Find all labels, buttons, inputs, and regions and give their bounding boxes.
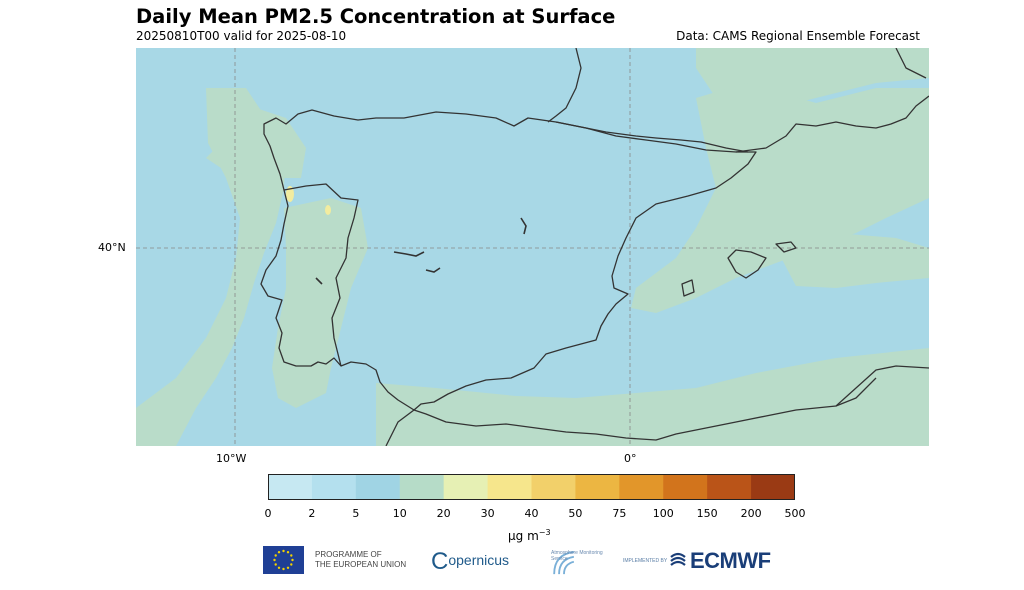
colorbar-tick-label: 5 bbox=[352, 507, 360, 520]
colorbar-tick-label: 200 bbox=[740, 507, 762, 520]
colorbar-tick-label: 100 bbox=[652, 507, 674, 520]
coastline-italy-north bbox=[895, 48, 927, 79]
footer-logos: PROGRAMME OF THE EUROPEAN UNION Copernic… bbox=[263, 544, 783, 576]
copernicus-word: opernicus bbox=[448, 552, 510, 568]
coastline-france-med bbox=[735, 95, 929, 153]
colorbar bbox=[268, 474, 795, 500]
unit-exponent: −3 bbox=[538, 528, 551, 537]
colorbar-unit: μg m−3 bbox=[508, 528, 551, 543]
colorbar-tick-label: 2 bbox=[308, 507, 316, 520]
pm25-band-gulf-of-lion bbox=[631, 83, 929, 313]
coastline-france-atlantic bbox=[547, 48, 582, 123]
ecmwf-logo: ECMWF bbox=[668, 548, 771, 580]
pm25-band-balearic bbox=[776, 233, 929, 288]
pm25-band-africa-atlantic bbox=[391, 398, 466, 446]
pm25-band-atlantic-coast bbox=[136, 88, 286, 446]
eu-line-1: PROGRAMME OF bbox=[315, 550, 382, 559]
lon-tick-label: 0° bbox=[624, 452, 637, 465]
cams-text: Atmosphere Monitoring Service bbox=[551, 550, 603, 562]
pm25-hotspot-porto bbox=[325, 205, 331, 215]
colorbar-bin bbox=[311, 474, 357, 500]
colorbar-tick-label: 20 bbox=[436, 507, 451, 520]
coastline-menorca bbox=[775, 241, 797, 253]
forecast-validity: 20250810T00 valid for 2025-08-10 bbox=[136, 29, 347, 43]
colorbar-bin bbox=[575, 474, 620, 500]
colorbar-tick-label: 150 bbox=[696, 507, 718, 520]
colorbar-frame bbox=[268, 474, 795, 500]
colorbar-tick-label: 50 bbox=[568, 507, 583, 520]
reservoir-1 bbox=[520, 217, 527, 235]
colorbar-tick-label: 30 bbox=[480, 507, 495, 520]
colorbar-bin bbox=[707, 474, 752, 500]
colorbar-bin bbox=[399, 474, 445, 500]
reservoir-3 bbox=[425, 267, 441, 273]
coastline-algeria-east bbox=[835, 377, 877, 407]
coastline-morocco bbox=[385, 365, 929, 446]
coastline-mallorca bbox=[727, 249, 767, 279]
reservoir-2 bbox=[393, 251, 425, 257]
lat-tick-label: 40°N bbox=[98, 241, 126, 254]
coastline-iberia bbox=[260, 109, 757, 411]
colorbar-tick-label: 10 bbox=[392, 507, 407, 520]
ecmwf-word: ECMWF bbox=[690, 548, 771, 573]
colorbar-tick-label: 500 bbox=[784, 507, 806, 520]
pm25-band-north-africa bbox=[376, 348, 929, 446]
copernicus-logo: Copernicus bbox=[431, 548, 510, 580]
colorbar-bin bbox=[663, 474, 708, 500]
unit-main: μg m bbox=[508, 529, 539, 543]
colorbar-bin bbox=[355, 474, 401, 500]
ecmwf-implemented-text: IMPLEMENTED BY bbox=[623, 558, 668, 564]
pm25-map bbox=[136, 48, 929, 446]
border-france-spain bbox=[555, 121, 749, 153]
colorbar-tick-label: 0 bbox=[264, 507, 272, 520]
pm25-hotspot-galicia bbox=[286, 186, 294, 202]
colorbar-bin bbox=[751, 474, 795, 500]
eu-programme-text: PROGRAMME OF THE EUROPEAN UNION bbox=[315, 550, 406, 582]
colorbar-bin bbox=[531, 474, 576, 500]
cams-logo-icon bbox=[553, 551, 575, 575]
colorbar-bin bbox=[268, 474, 313, 500]
colorbar-tick-label: 75 bbox=[612, 507, 627, 520]
eu-flag-icon bbox=[263, 546, 304, 574]
copernicus-c: C bbox=[431, 548, 449, 575]
chart-title: Daily Mean PM2.5 Concentration at Surfac… bbox=[136, 5, 616, 28]
eu-line-2: THE EUROPEAN UNION bbox=[315, 560, 407, 569]
pm25-band-portugal bbox=[272, 198, 368, 408]
pm25-band-north-atlantic bbox=[206, 108, 306, 178]
colorbar-tick-label: 40 bbox=[524, 507, 539, 520]
border-spain-portugal bbox=[283, 183, 359, 367]
lon-tick-label: 10°W bbox=[216, 452, 247, 465]
colorbar-bin bbox=[443, 474, 489, 500]
data-source: Data: CAMS Regional Ensemble Forecast bbox=[676, 29, 920, 43]
reservoir-4 bbox=[315, 277, 323, 285]
ecmwf-symbol-icon bbox=[670, 552, 686, 566]
colorbar-bin bbox=[619, 474, 664, 500]
colorbar-bin bbox=[487, 474, 532, 500]
coastline-ibiza bbox=[681, 279, 695, 297]
